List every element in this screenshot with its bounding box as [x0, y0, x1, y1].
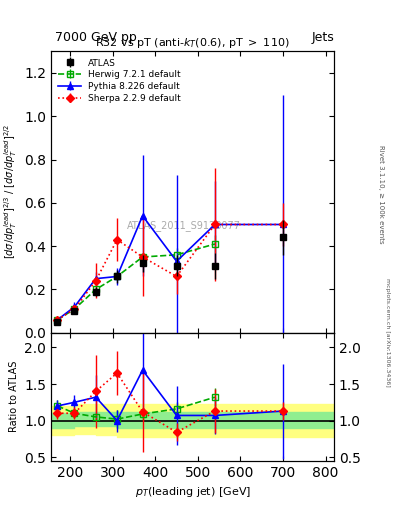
- Text: Jets: Jets: [311, 31, 334, 44]
- X-axis label: $p_T$(leading jet) [GeV]: $p_T$(leading jet) [GeV]: [134, 485, 251, 499]
- Legend: ATLAS, Herwig 7.2.1 default, Pythia 8.226 default, Sherpa 2.2.9 default: ATLAS, Herwig 7.2.1 default, Pythia 8.22…: [55, 56, 184, 106]
- Title: R32 vs pT (anti-$k_T$(0.6), pT $>$ 110): R32 vs pT (anti-$k_T$(0.6), pT $>$ 110): [95, 36, 290, 50]
- Text: mcplots.cern.ch [arXiv:1306.3436]: mcplots.cern.ch [arXiv:1306.3436]: [385, 279, 389, 387]
- Y-axis label: $[d\sigma/dp_T^{lead}]^{2/3}$ / $[d\sigma/dp_T^{lead}]^{2/2}$: $[d\sigma/dp_T^{lead}]^{2/3}$ / $[d\sigm…: [2, 124, 19, 260]
- Text: ATLAS_2011_S9128077: ATLAS_2011_S9128077: [127, 220, 241, 231]
- Text: 7000 GeV pp: 7000 GeV pp: [55, 31, 137, 44]
- Text: Rivet 3.1.10, ≥ 100k events: Rivet 3.1.10, ≥ 100k events: [378, 145, 384, 244]
- Y-axis label: Ratio to ATLAS: Ratio to ATLAS: [9, 361, 19, 433]
